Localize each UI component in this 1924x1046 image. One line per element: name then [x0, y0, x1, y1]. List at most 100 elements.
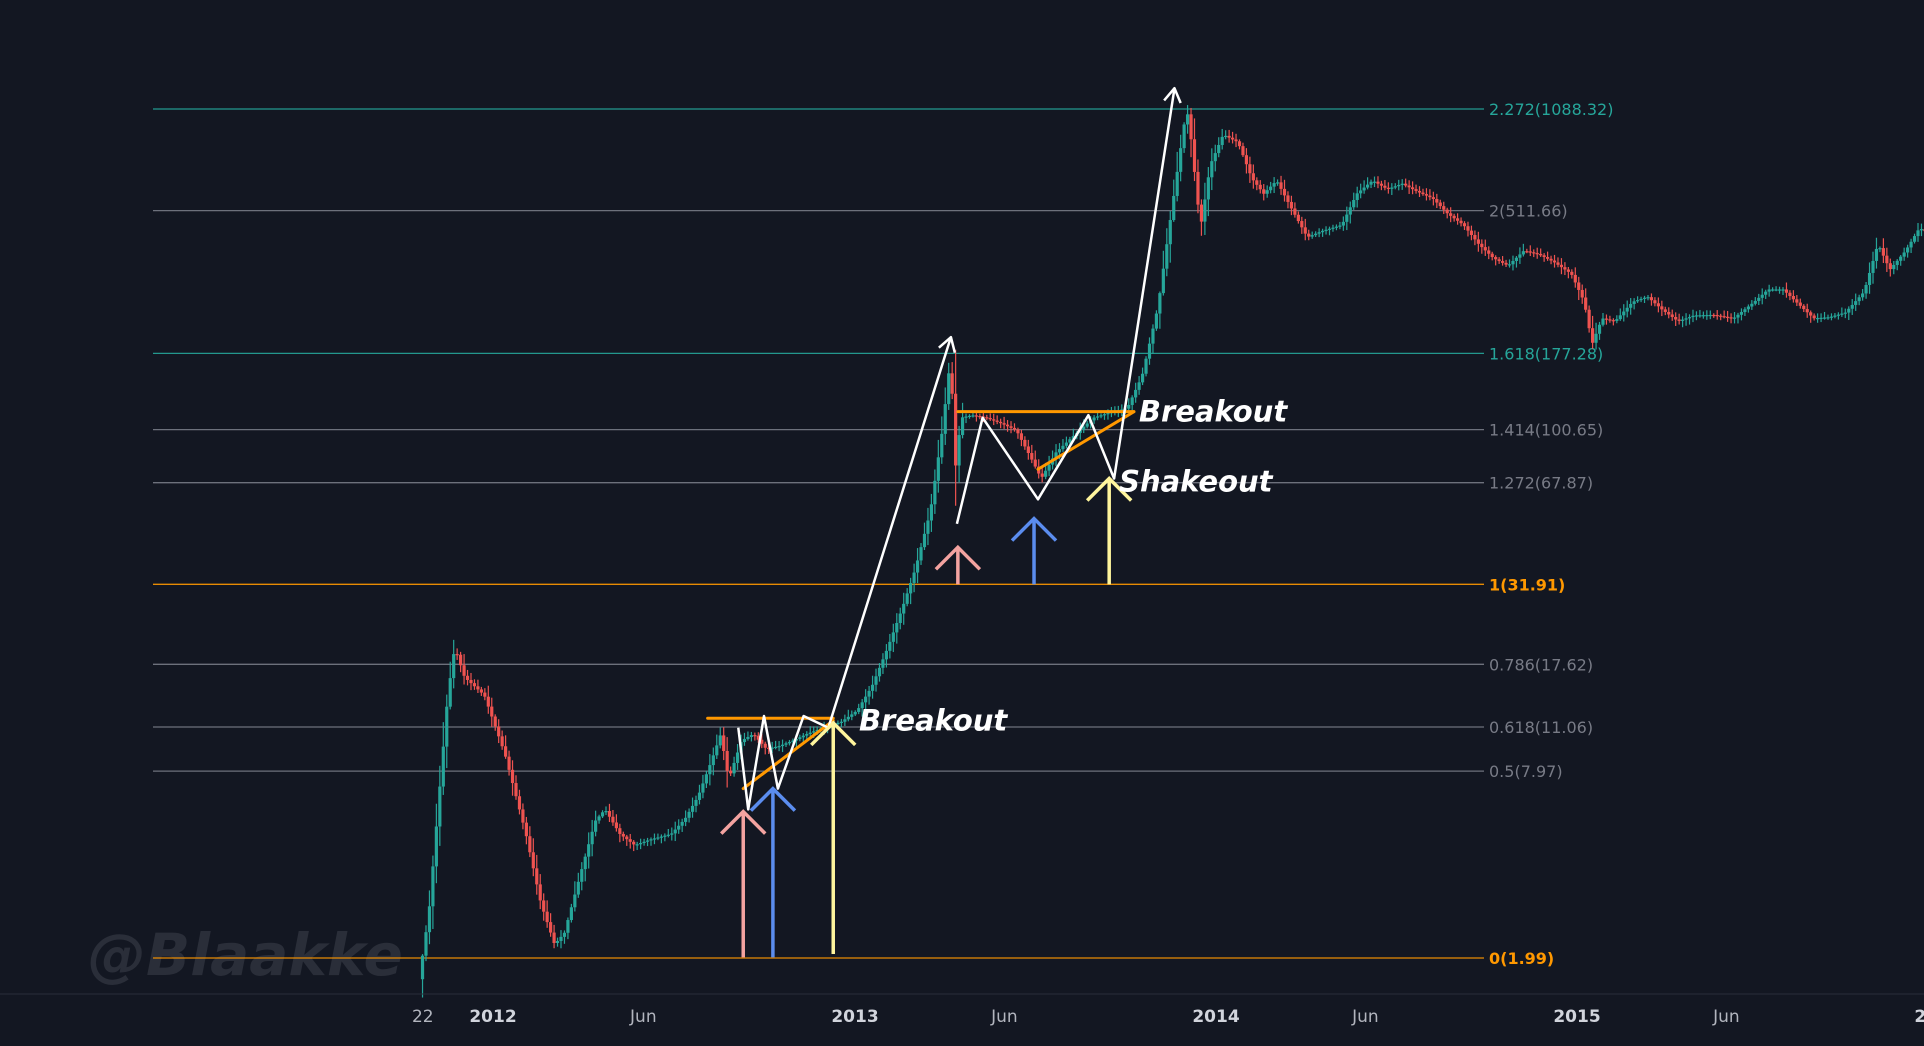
candle: [843, 714, 847, 727]
candle: [1639, 296, 1643, 303]
candle: [1753, 297, 1757, 306]
candle: [1504, 259, 1508, 267]
candle: [694, 795, 698, 813]
candle: [1210, 148, 1214, 191]
candle: [1881, 238, 1885, 263]
candle: [1715, 310, 1719, 320]
candle: [839, 718, 844, 728]
candle: [960, 402, 965, 439]
candle: [535, 854, 539, 895]
candle: [1293, 202, 1297, 218]
candle: [1795, 295, 1799, 307]
candle: [1230, 131, 1235, 144]
candle: [1487, 246, 1491, 260]
candle: [936, 439, 940, 493]
candle: [1279, 175, 1283, 195]
candle: [1636, 296, 1640, 303]
candle: [1386, 182, 1390, 194]
candle: [1822, 311, 1827, 320]
candle: [1656, 297, 1660, 313]
candle: [777, 741, 781, 752]
candle: [857, 703, 861, 715]
candle: [877, 663, 882, 682]
candle: [1369, 179, 1373, 189]
candle: [1687, 314, 1692, 325]
candle: [1064, 436, 1069, 449]
candle: [1556, 257, 1560, 268]
candle: [1244, 148, 1249, 174]
candle: [1826, 314, 1830, 320]
time-axis[interactable]: 22 2012 Jun 2013 Jun 2014 Jun 2015 Jun 2016: [412, 1007, 1924, 1027]
candle: [1269, 181, 1273, 194]
candle: [1708, 310, 1712, 320]
drawings: [706, 86, 1182, 958]
candle: [1646, 295, 1650, 301]
fib-level-label: 2(511.66): [1489, 202, 1568, 221]
candle: [600, 810, 605, 819]
candle: [1359, 183, 1363, 199]
candle: [441, 722, 445, 795]
candle: [673, 821, 677, 842]
candle: [926, 507, 930, 546]
candle: [618, 823, 622, 843]
candle: [677, 819, 681, 834]
candle: [1892, 260, 1896, 275]
candle: [1431, 191, 1435, 206]
x-tick-label: Jun: [1712, 1007, 1740, 1027]
candle: [1660, 300, 1664, 317]
candle: [1172, 179, 1176, 222]
fib-level-label: 0.5(7.97): [1489, 762, 1563, 781]
candle: [1857, 294, 1861, 306]
candle: [493, 714, 497, 731]
candle: [850, 710, 854, 721]
candle: [621, 831, 625, 841]
candle: [1473, 230, 1477, 246]
candle: [1819, 313, 1823, 323]
candle: [670, 827, 674, 841]
candle: [666, 828, 670, 838]
candle: [659, 834, 663, 844]
candle: [1732, 312, 1737, 324]
candle: [1400, 179, 1404, 190]
candle: [690, 797, 695, 818]
candle: [919, 543, 923, 565]
candle: [1286, 191, 1290, 209]
candle: [1397, 179, 1401, 191]
candle: [846, 709, 850, 722]
candle: [1864, 281, 1868, 299]
candle: [583, 853, 587, 882]
candle: [611, 809, 615, 826]
candle: [964, 413, 968, 424]
candle: [1168, 210, 1172, 263]
candle: [995, 415, 999, 425]
candle: [1445, 207, 1449, 219]
candle: [663, 833, 667, 842]
candle: [1417, 186, 1422, 198]
candle: [1040, 467, 1044, 483]
candle: [1179, 134, 1183, 182]
candle: [1199, 199, 1204, 236]
candle: [1182, 122, 1186, 153]
candle: [1206, 167, 1210, 217]
candle: [1867, 262, 1872, 294]
candle: [1213, 144, 1217, 172]
candle: [1452, 213, 1456, 222]
candle: [1476, 231, 1480, 252]
candle: [1324, 226, 1328, 235]
candle: [888, 633, 892, 659]
candle: [943, 387, 947, 445]
candle: [462, 654, 466, 685]
candle: [1490, 251, 1494, 261]
candle: [452, 639, 456, 689]
candle: [1061, 439, 1065, 452]
candle: [784, 741, 788, 747]
candle: [1248, 156, 1252, 183]
candle: [1677, 313, 1681, 325]
candle: [1185, 105, 1190, 134]
candle: [860, 698, 864, 717]
candle: [1774, 286, 1778, 292]
candle: [569, 903, 573, 923]
candle: [1175, 151, 1179, 202]
